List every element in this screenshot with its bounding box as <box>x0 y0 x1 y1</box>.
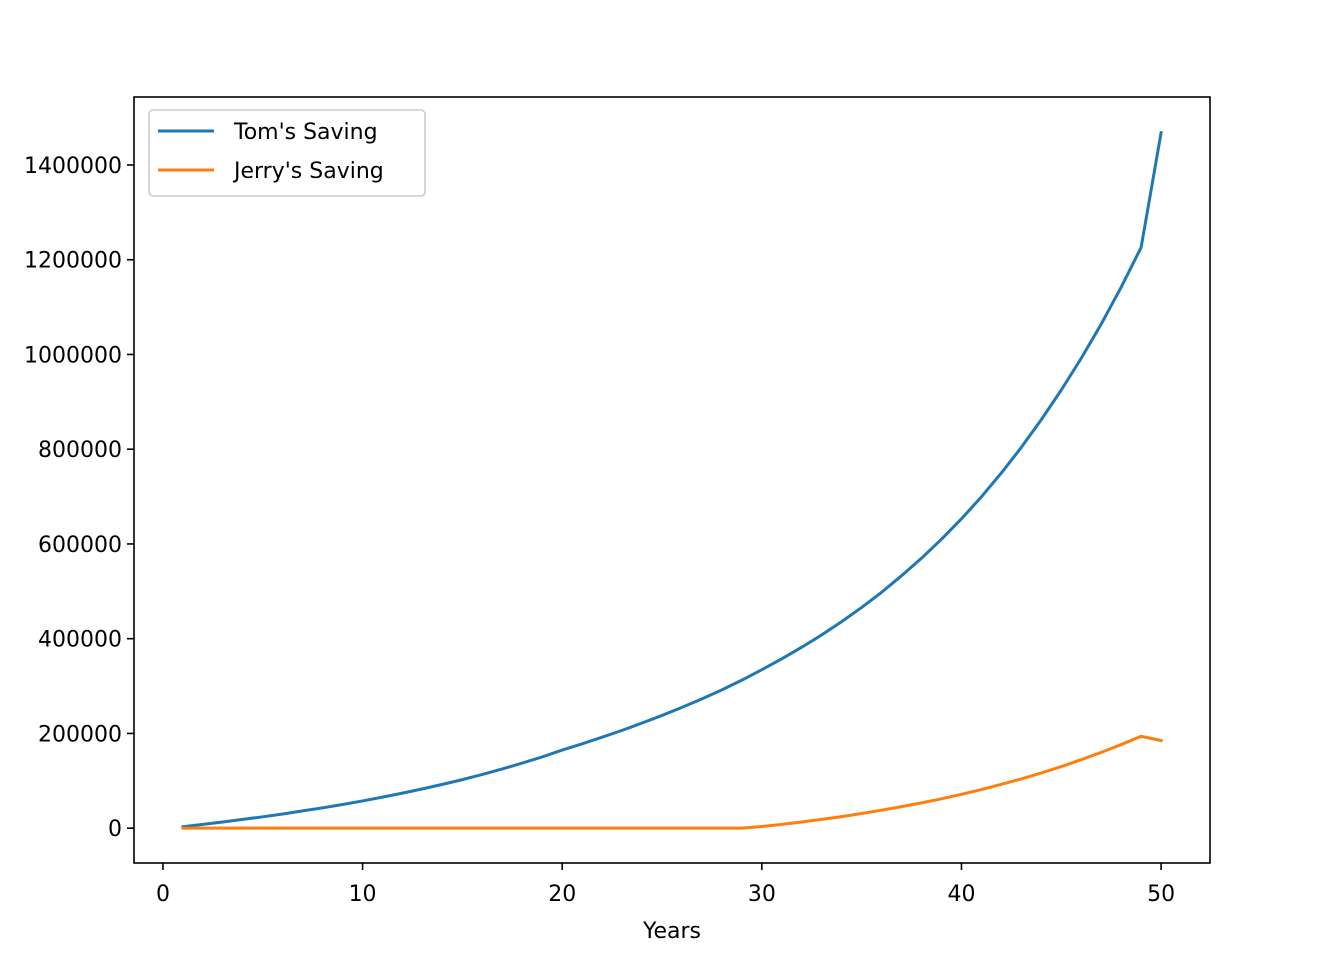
legend: Tom's Saving Jerry's Saving <box>148 109 426 197</box>
x-tick-label: 30 <box>748 882 776 907</box>
y-tick-label: 1200000 <box>24 249 122 274</box>
y-tick-label: 1000000 <box>24 343 122 368</box>
x-tick-label: 10 <box>349 882 377 907</box>
x-tick-label: 40 <box>947 882 975 907</box>
legend-label-toms-saving: Tom's Saving <box>233 120 378 145</box>
y-tick-label: 800000 <box>38 438 122 463</box>
plot-background <box>134 97 1210 863</box>
series-line-jerry-s-saving <box>181 734 1163 830</box>
plot-frame <box>133 96 1211 864</box>
legend-label-jerrys-saving: Jerry's Saving <box>232 159 384 184</box>
y-tick-label: 1400000 <box>24 154 122 179</box>
legend-box <box>148 109 426 197</box>
x-tick-label: 20 <box>548 882 576 907</box>
x-tick-label: 50 <box>1147 882 1175 907</box>
y-tick-label: 200000 <box>38 722 122 747</box>
x-axis-ticks: 0 10 20 30 40 50 <box>156 863 1175 907</box>
y-tick-label: 0 <box>108 817 122 842</box>
x-axis-label: Years <box>642 919 701 944</box>
x-tick-label: 0 <box>156 882 170 907</box>
series-layer <box>181 131 1163 830</box>
y-axis-ticks: 0 200000 400000 600000 800000 1000000 1200000 1… <box>24 154 134 842</box>
y-tick-label: 400000 <box>38 628 122 653</box>
series-line-tom-s-saving <box>181 131 1163 829</box>
y-tick-label: 600000 <box>38 533 122 558</box>
